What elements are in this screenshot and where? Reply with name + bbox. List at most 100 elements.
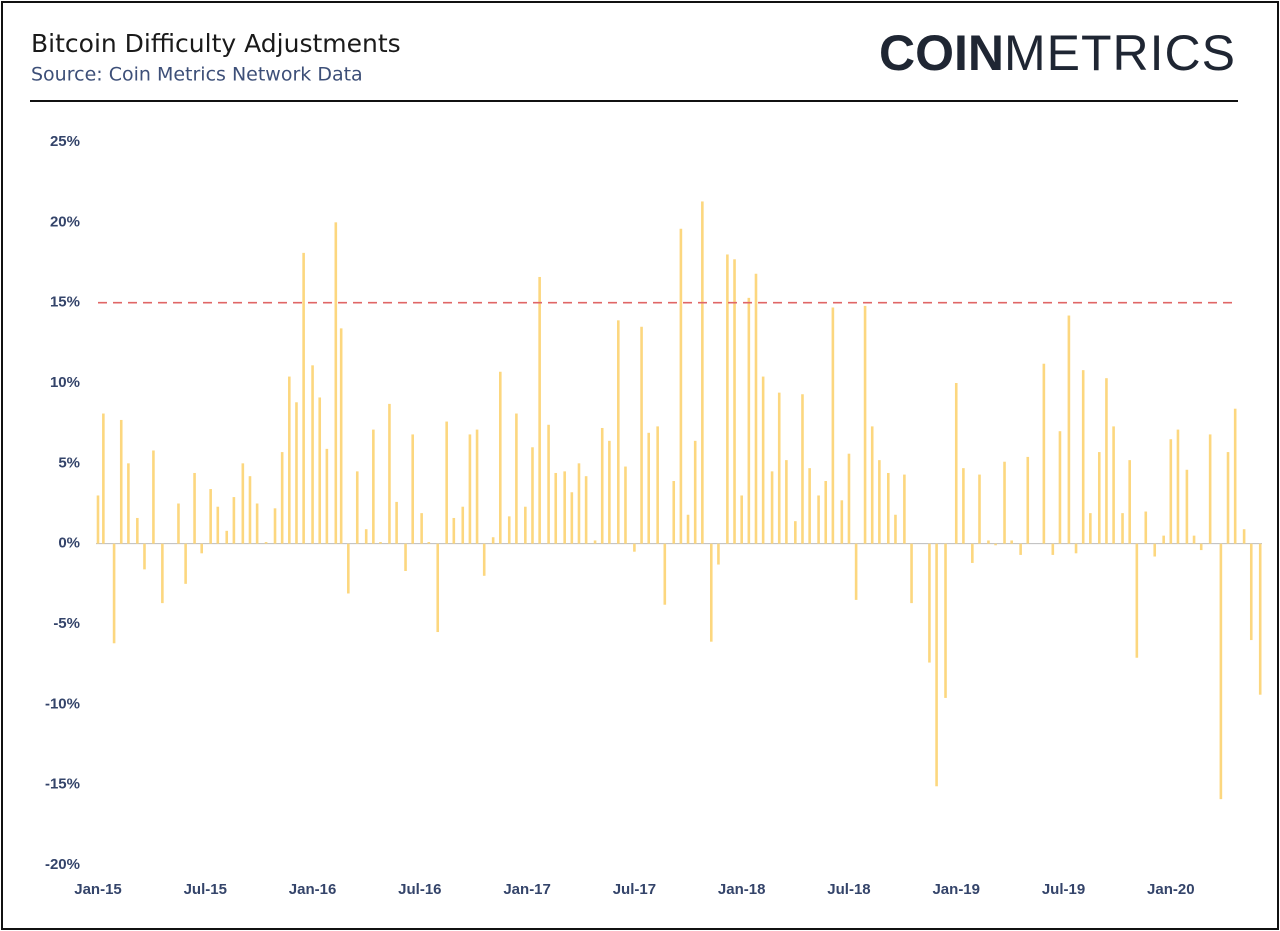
- bar: [355, 471, 359, 544]
- bar: [1105, 378, 1108, 544]
- x-tick-label: Jan-16: [289, 881, 337, 898]
- bar: [1176, 429, 1180, 544]
- bar: [318, 397, 322, 544]
- bar: [831, 307, 835, 544]
- bar: [248, 476, 252, 544]
- bar: [994, 543, 997, 546]
- bar: [1249, 543, 1253, 641]
- bar: [445, 421, 448, 544]
- bar: [1003, 461, 1006, 544]
- bar: [686, 514, 690, 544]
- bar: [225, 530, 229, 544]
- bar: [143, 543, 146, 570]
- logo-light: METRICS: [1004, 25, 1236, 81]
- bar: [96, 495, 100, 544]
- bar: [624, 466, 627, 544]
- bar: [364, 529, 368, 544]
- bar: [761, 376, 765, 544]
- bar: [507, 516, 511, 544]
- bar: [584, 476, 588, 544]
- bar: [817, 495, 820, 544]
- bar: [452, 517, 456, 544]
- bar: [295, 402, 298, 544]
- bar: [193, 472, 196, 544]
- bar: [388, 403, 391, 544]
- bar: [264, 542, 268, 544]
- bar: [372, 429, 375, 544]
- bar: [754, 273, 758, 544]
- bar: [411, 434, 414, 544]
- bar: [878, 460, 881, 544]
- bar: [538, 276, 541, 544]
- bar: [693, 440, 697, 544]
- y-tick-label: 5%: [58, 454, 80, 471]
- bar: [127, 463, 130, 544]
- bar: [903, 474, 906, 544]
- bar: [273, 508, 277, 544]
- bar: [427, 542, 431, 544]
- bar: [863, 305, 867, 544]
- bar: [1042, 363, 1046, 544]
- y-tick-label: -15%: [45, 776, 80, 793]
- y-tick-label: -5%: [53, 615, 80, 632]
- bar: [840, 500, 844, 544]
- bar: [726, 254, 729, 544]
- bar: [740, 495, 743, 544]
- bar: [954, 383, 958, 544]
- bar: [482, 543, 486, 576]
- y-tick-label: 25%: [50, 133, 80, 150]
- bar: [1081, 370, 1085, 544]
- bar: [475, 429, 479, 544]
- bar: [1010, 540, 1013, 544]
- bar: [119, 419, 123, 544]
- logo-bold: COIN: [879, 25, 1004, 81]
- bar: [640, 326, 643, 544]
- bar: [1199, 543, 1203, 551]
- bar: [325, 448, 329, 544]
- x-tick-label: Jan-19: [932, 881, 980, 898]
- y-tick-label: -20%: [45, 856, 80, 873]
- bar: [663, 543, 667, 605]
- y-tick-label: 15%: [50, 294, 80, 311]
- bar: [808, 468, 811, 544]
- x-tick-label: Jul-19: [1042, 881, 1085, 898]
- bar: [216, 506, 220, 544]
- bar: [577, 463, 581, 544]
- bar: [524, 506, 527, 544]
- y-tick-label: 0%: [58, 535, 80, 552]
- bar: [311, 365, 314, 544]
- bar: [1153, 543, 1157, 557]
- bar: [794, 521, 797, 544]
- bar: [1185, 469, 1189, 544]
- bar: [302, 252, 305, 544]
- bar: [608, 440, 611, 544]
- bar: [347, 543, 350, 594]
- bar: [600, 427, 604, 544]
- bar: [563, 471, 566, 544]
- bar: [593, 540, 597, 544]
- bar: [468, 434, 472, 544]
- bar: [547, 424, 550, 544]
- bar: [944, 543, 947, 698]
- bar: [241, 463, 245, 544]
- bar: [1192, 535, 1196, 544]
- bar: [1097, 452, 1101, 544]
- bar: [177, 503, 180, 544]
- x-tick-label: Jan-15: [74, 881, 122, 898]
- bar: [1162, 535, 1165, 544]
- bar: [339, 328, 343, 544]
- bar: [824, 481, 828, 544]
- bar: [395, 501, 398, 544]
- bar: [801, 394, 804, 544]
- bar: [971, 543, 974, 563]
- bar: [184, 543, 187, 584]
- bar: [570, 492, 574, 544]
- bar: [1089, 513, 1092, 544]
- bar: [461, 506, 465, 544]
- bar: [777, 392, 781, 544]
- bar: [531, 447, 534, 544]
- bar: [515, 413, 518, 544]
- bar: [733, 259, 736, 544]
